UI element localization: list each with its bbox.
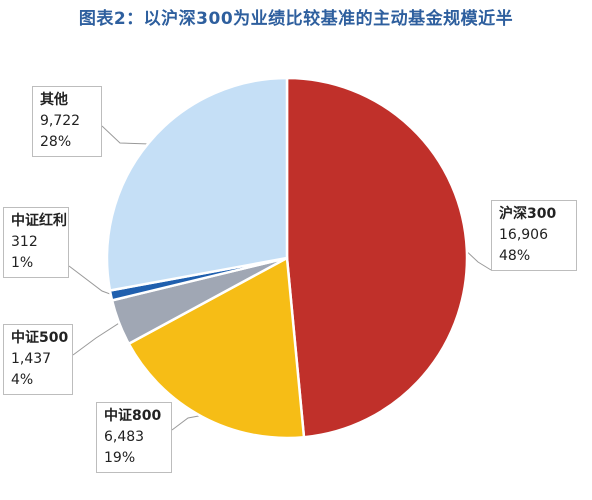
leader-line-zzhl [68,265,114,296]
callout-zz500: 中证500 1,437 4% [3,324,73,395]
pie-slice-hs300 [285,76,469,439]
leader-lines [68,125,492,431]
slice-percent-zzhl: 1% [11,255,34,271]
slice-label-hs300: 沪深300 [499,206,557,222]
slice-value-zz800: 6,483 [104,429,145,445]
slice-label-other: 其他 [40,92,68,108]
pie-slice-zz800 [127,256,306,440]
slice-percent-zz800: 19% [104,450,136,466]
leader-line-zz800 [171,414,204,431]
callout-other: 其他 9,722 28% [32,86,102,157]
chart-title: 图表2：以沪深300为业绩比较基准的主动基金规模近半 [78,9,514,29]
slice-value-other: 9,722 [40,113,81,129]
callout-zzhl: 中证红利 312 1% [3,207,69,278]
leader-line-other [101,125,151,145]
callout-zz800: 中证800 6,483 19% [96,402,172,473]
slice-percent-zz500: 4% [11,372,34,388]
slice-value-zzhl: 312 [11,234,38,250]
slice-label-zzhl: 中证红利 [11,213,67,229]
slice-label-zz500: 中证500 [11,330,69,346]
slice-percent-other: 28% [40,134,72,150]
slice-percent-hs300: 48% [499,248,531,264]
slice-label-zz800: 中证800 [104,408,162,424]
leader-line-hs300 [464,249,492,271]
pie-slices [105,76,469,440]
callout-hs300: 沪深300 16,906 48% [491,200,577,271]
slice-value-zz500: 1,437 [11,351,52,367]
pie-slice-other [105,76,289,292]
slice-value-hs300: 16,906 [499,227,548,243]
leader-line-zz500 [72,321,122,356]
